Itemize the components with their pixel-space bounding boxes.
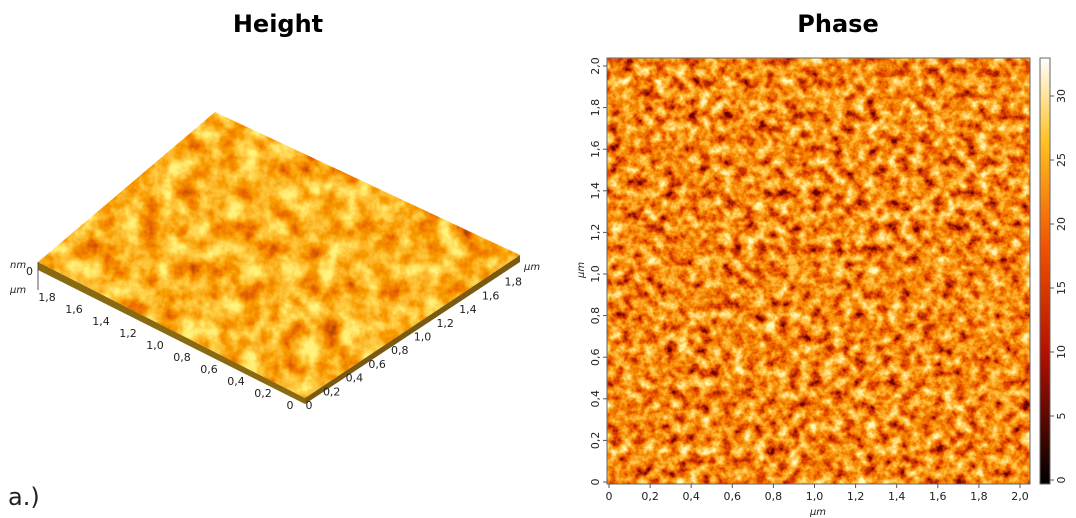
right-axis-unit: µm (523, 262, 540, 273)
y-tick-label: 0,6 (589, 348, 602, 366)
x-axis-unit: µm (809, 507, 826, 518)
left-tick-label: 0 (287, 399, 294, 412)
colorbar-tick-label: 15 (1055, 281, 1068, 295)
left-tick-label: 1,6 (65, 303, 83, 316)
right-tick-label: 0,2 (323, 385, 341, 398)
y-tick-label: 1,4 (589, 182, 602, 200)
height-title: Height (233, 10, 323, 38)
y-tick-label: 1,6 (589, 140, 602, 158)
x-tick-label: 1,2 (847, 490, 865, 503)
left-tick-label: 0,2 (254, 387, 272, 400)
colorbar-tick-label: 25 (1055, 153, 1068, 167)
right-tick-label: 1,4 (459, 303, 477, 316)
phase-image (607, 58, 1030, 484)
x-tick-label: 1,8 (970, 490, 988, 503)
x-tick-label: 0,8 (765, 490, 783, 503)
right-tick-label: 0,6 (368, 358, 386, 371)
right-tick-label: 0,8 (391, 344, 409, 357)
x-tick-label: 0,6 (724, 490, 742, 503)
phase-frame (606, 57, 1031, 485)
x-tick-label: 1,6 (929, 490, 947, 503)
x-tick-label: 0,4 (682, 490, 700, 503)
x-tick-label: 0 (606, 490, 613, 503)
phase-title: Phase (797, 10, 878, 38)
x-tick-label: 1,0 (806, 490, 824, 503)
left-tick-label: 1,4 (92, 315, 110, 328)
y-tick-label: 1,2 (589, 224, 602, 242)
colorbar-tick-label: 30 (1055, 89, 1068, 103)
y-tick-label: 0,8 (589, 307, 602, 325)
left-tick-label: 0,6 (200, 363, 218, 376)
y-tick-label: 1,8 (589, 99, 602, 117)
y-tick-label: 1,0 (589, 265, 602, 283)
x-tick-label: 0,2 (641, 490, 659, 503)
right-tick-label: 0,4 (346, 372, 364, 385)
y-tick-label: 2,0 (589, 57, 602, 75)
y-tick-label: 0,2 (589, 432, 602, 450)
left-tick-label: 1,8 (38, 291, 56, 304)
right-tick-label: 1,6 (482, 289, 500, 302)
y-axis-unit: µm (576, 262, 587, 279)
x-tick-label: 2,0 (1011, 490, 1029, 503)
left-tick-label: 0,4 (227, 375, 245, 388)
colorbar-tick-label: 0 (1055, 477, 1068, 484)
right-tick-label: 1,8 (505, 276, 523, 289)
left-tick-label: 0,8 (173, 351, 191, 364)
y-tick-label: 0,4 (589, 390, 602, 408)
y-tick-label: 0 (589, 479, 602, 486)
left-tick-label: 1,2 (119, 327, 137, 340)
colorbar-tick-label: 5 (1055, 413, 1068, 420)
right-tick-label: 1,0 (414, 331, 432, 344)
left-tick-label: 1,0 (146, 339, 164, 352)
height-surface (37, 112, 520, 404)
x-tick-label: 1,4 (888, 490, 906, 503)
z-tick: 0 (26, 265, 33, 278)
colorbar-tick-label: 10 (1055, 345, 1068, 359)
panel-label: a.) (8, 483, 40, 511)
right-tick-label: 0 (306, 399, 313, 412)
right-tick-label: 1,2 (436, 317, 454, 330)
colorbar (1039, 57, 1051, 485)
left-axis-unit: µm (9, 285, 26, 296)
colorbar-tick-label: 20 (1055, 217, 1068, 231)
z-unit: nm (10, 260, 26, 271)
